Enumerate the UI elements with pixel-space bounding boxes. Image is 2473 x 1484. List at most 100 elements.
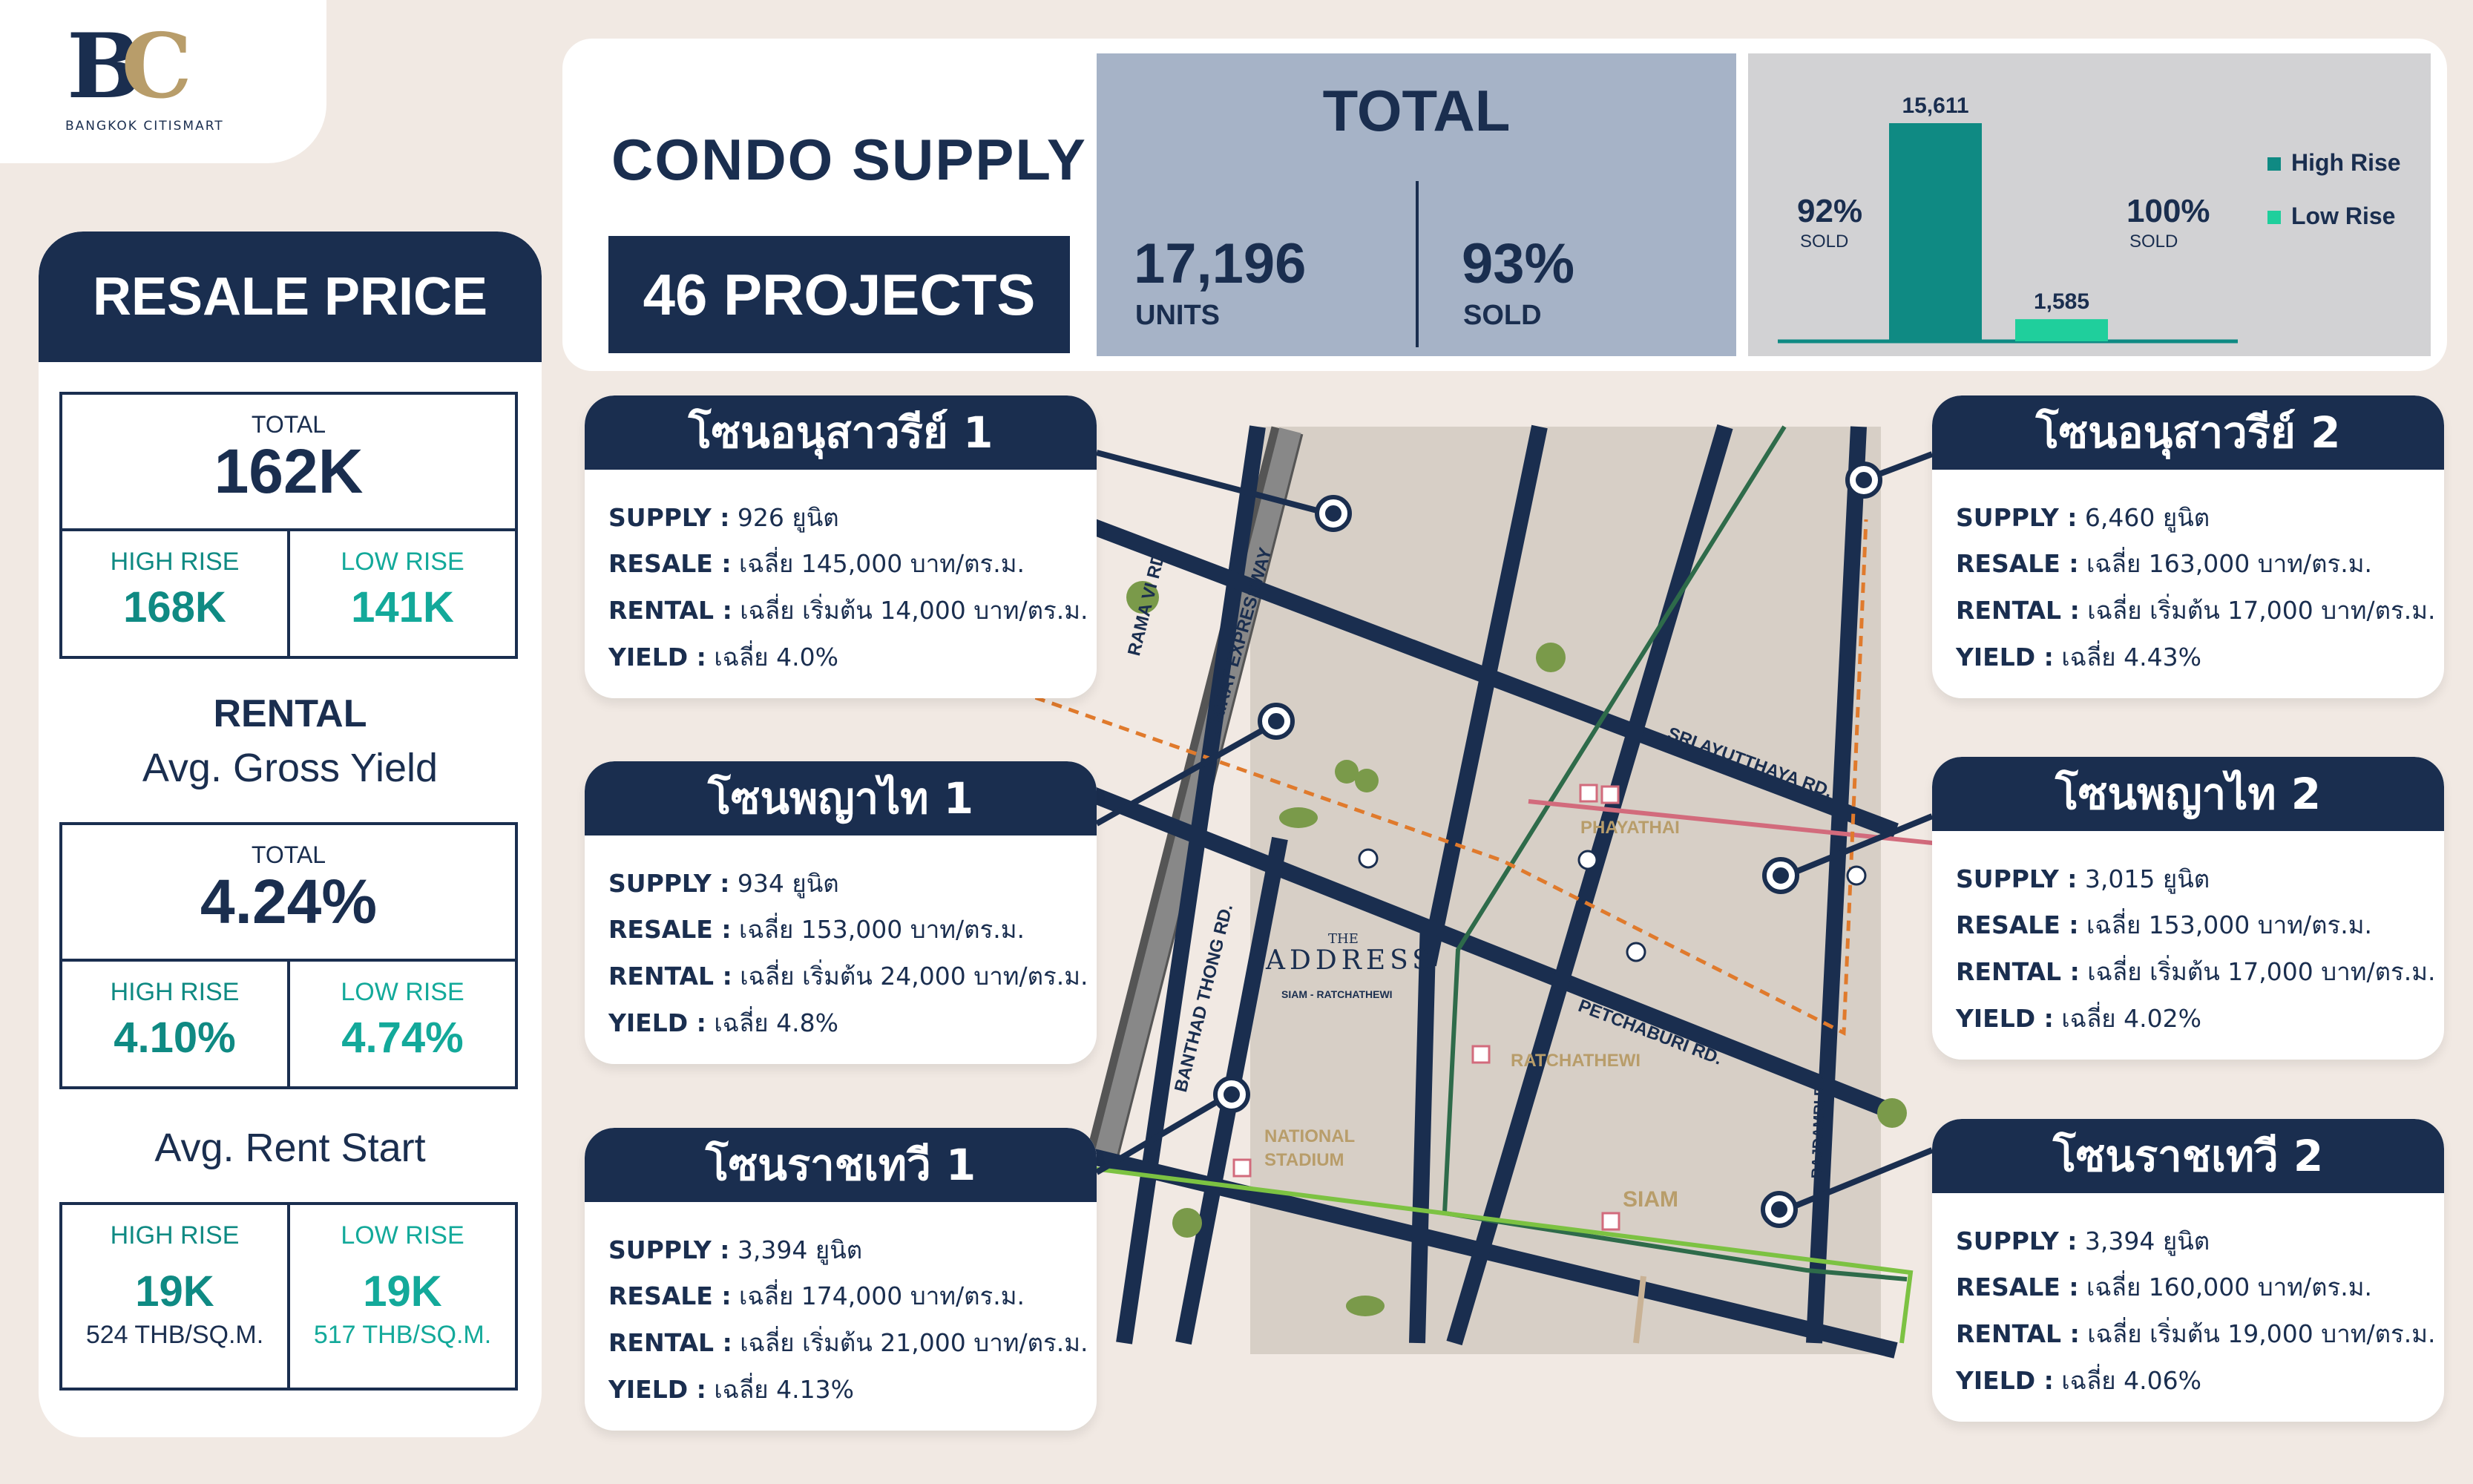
low-rise-sold-pct: 100% xyxy=(2126,193,2210,229)
logo-letter-b: B xyxy=(67,14,142,119)
national-stadium-label-1: NATIONAL xyxy=(1264,1126,1356,1146)
project-sub-label: SIAM - RATCHATHEWI xyxy=(1281,988,1393,1000)
yield-key: YIELD : xyxy=(608,1375,706,1404)
project-pre-label: THE xyxy=(1328,931,1359,947)
target-icon-dot xyxy=(1856,472,1872,488)
high-rise-sold-label: SOLD xyxy=(1800,232,1849,252)
yield-total-label: TOTAL xyxy=(251,841,326,868)
supply-value: 934 ยูนิต xyxy=(729,869,839,898)
bar-low-rise xyxy=(2015,319,2108,341)
legend-swatch xyxy=(2267,211,2281,224)
bts-station-icon xyxy=(1579,784,1598,803)
resale-value: เฉลี่ย 174,000 บาท/ตร.ม. xyxy=(731,1281,1025,1310)
yield-low-rise-cell: LOW RISE 4.74% xyxy=(287,962,515,1086)
logo-subtitle: BANGKOK CITISMART xyxy=(65,119,224,134)
projects-count: 46 PROJECTS xyxy=(608,236,1070,353)
resale-high-label: HIGH RISE xyxy=(110,548,240,576)
rental-key: RENTAL : xyxy=(1956,596,2080,625)
yield-value: เฉลี่ย 4.0% xyxy=(706,643,838,672)
supply-key: SUPPLY : xyxy=(608,503,730,532)
station-markers xyxy=(1232,784,1867,1231)
ratchawithi-road xyxy=(1420,424,1548,967)
zone-card-ratchathewi-2: โซนราชเทวี 2 SUPPLY : 3,394 ยูนิต RESALE… xyxy=(1932,1119,2444,1422)
rental-key: RENTAL : xyxy=(608,1328,732,1357)
resale-low-rise-cell: LOW RISE 141K xyxy=(287,531,515,656)
arl-station-icon xyxy=(1600,785,1620,804)
supply-value: 926 ยูนิต xyxy=(729,503,839,532)
zone-card-title: โซนพญาไท 2 xyxy=(1932,757,2444,831)
legend-swatch xyxy=(2267,157,2281,171)
yield-value: เฉลี่ย 4.02% xyxy=(2053,1004,2201,1033)
resale-price-box: TOTAL 162K HIGH RISE 168K LOW RISE 141K xyxy=(59,392,518,659)
rental-value: เฉลี่ย เริ่มต้น 17,000 บาท/ตร.ม. xyxy=(2079,957,2436,986)
supply-key: SUPPLY : xyxy=(1956,503,2078,532)
yield-value: เฉลี่ย 4.13% xyxy=(706,1375,854,1404)
tree-icons xyxy=(1126,581,1907,1316)
target-icon-dot xyxy=(1773,867,1789,884)
national-stadium-label-2: STADIUM xyxy=(1264,1150,1344,1170)
legend-label: Low Rise xyxy=(2291,203,2395,229)
supply-value: 3,394 ยูนิต xyxy=(729,1235,863,1264)
resale-key: RESALE : xyxy=(608,1281,732,1310)
high-rise-sold-pct: 92% xyxy=(1797,193,1863,229)
target-icon-dot xyxy=(1268,713,1284,729)
phayathai-station-label: PHAYATHAI xyxy=(1580,818,1680,838)
resale-value: เฉลี่ย 153,000 บาท/ตร.ม. xyxy=(731,915,1025,944)
rent-start-box: HIGH RISE 19K 524 THB/SQ.M. LOW RISE 19K… xyxy=(59,1202,518,1391)
rent-high-per-sqm: 524 THB/SQ.M. xyxy=(85,1321,264,1349)
zone-card-phayathai-2: โซนพญาไท 2 SUPPLY : 3,015 ยูนิต RESALE :… xyxy=(1932,757,2444,1060)
petchaburi-road xyxy=(1035,764,1899,1121)
rent-start-title: Avg. Rent Start xyxy=(154,1126,426,1170)
tree-icon xyxy=(1536,643,1566,672)
chart-canvas: 15,611 1,585 High Rise Low Rise xyxy=(1778,93,2401,344)
yield-total-value: 4.24% xyxy=(200,867,378,936)
resale-value: เฉลี่ย 145,000 บาท/ตร.ม. xyxy=(731,549,1025,578)
rent-high-rise-cell: HIGH RISE 19K 524 THB/SQ.M. xyxy=(62,1205,287,1388)
rent-high-label: HIGH RISE xyxy=(110,1221,240,1250)
rent-low-label: LOW RISE xyxy=(341,1221,464,1250)
total-summary: TOTAL 17,196 UNITS 93% SOLD xyxy=(1097,53,1736,356)
mrt-line xyxy=(1035,519,1868,1036)
target-icon-dot xyxy=(1325,505,1341,522)
units-label: UNITS xyxy=(1135,300,1220,331)
resale-low-label: LOW RISE xyxy=(341,548,464,576)
low-rise-sold-label: SOLD xyxy=(2129,232,2178,252)
logo-letter-c: C xyxy=(121,14,192,119)
supply-key: SUPPLY : xyxy=(1956,1227,2078,1255)
mrt-station-icon xyxy=(1846,865,1867,886)
tree-icon xyxy=(1126,581,1159,614)
brand-logo: BC BANGKOK CITISMART xyxy=(0,0,326,163)
tree-icon xyxy=(1355,769,1379,792)
rent-low-value: 19K xyxy=(363,1267,442,1316)
zone-card-title: โซนราชเทวี 1 xyxy=(585,1128,1097,1202)
bar-value-label: 15,611 xyxy=(1902,93,1968,118)
logo-mark: BC xyxy=(67,22,192,111)
rental-title: RENTAL xyxy=(213,692,367,735)
supply-key: SUPPLY : xyxy=(608,869,730,898)
target-icon-dot xyxy=(1224,1086,1240,1103)
mrt-station-icon xyxy=(1626,942,1646,962)
mrt-station-icon xyxy=(1577,850,1598,870)
resale-key: RESALE : xyxy=(1956,549,2079,578)
bts-station-icon xyxy=(1232,1158,1252,1178)
supply-value: 3,394 ยูนิต xyxy=(2077,1227,2210,1255)
yield-high-value: 4.10% xyxy=(114,1014,236,1062)
zone-card-monument-2: โซนอนุสาวรีย์ 2 SUPPLY : 6,460 ยูนิต RES… xyxy=(1932,395,2444,698)
yield-key: YIELD : xyxy=(1956,1366,2054,1395)
bts-station-icon xyxy=(1471,1045,1491,1064)
supply-key: SUPPLY : xyxy=(1956,864,2078,893)
resale-key: RESALE : xyxy=(1956,1273,2079,1301)
supply-key: SUPPLY : xyxy=(608,1235,730,1264)
rental-value: เฉลี่ย เริ่มต้น 24,000 บาท/ตร.ม. xyxy=(732,962,1088,991)
resale-total-value: 162K xyxy=(214,436,364,506)
rent-high-value: 19K xyxy=(135,1267,214,1316)
bush-icon xyxy=(1346,1296,1385,1316)
units-value: 17,196 xyxy=(1134,232,1307,295)
yield-box: TOTAL 4.24% HIGH RISE 4.10% LOW RISE 4.7… xyxy=(59,822,518,1089)
yield-key: YIELD : xyxy=(608,643,706,672)
rental-key: RENTAL : xyxy=(608,962,732,991)
rental-key: RENTAL : xyxy=(1956,957,2080,986)
resale-key: RESALE : xyxy=(608,915,732,944)
yield-high-label: HIGH RISE xyxy=(110,978,240,1006)
yield-key: YIELD : xyxy=(1956,1004,2054,1033)
